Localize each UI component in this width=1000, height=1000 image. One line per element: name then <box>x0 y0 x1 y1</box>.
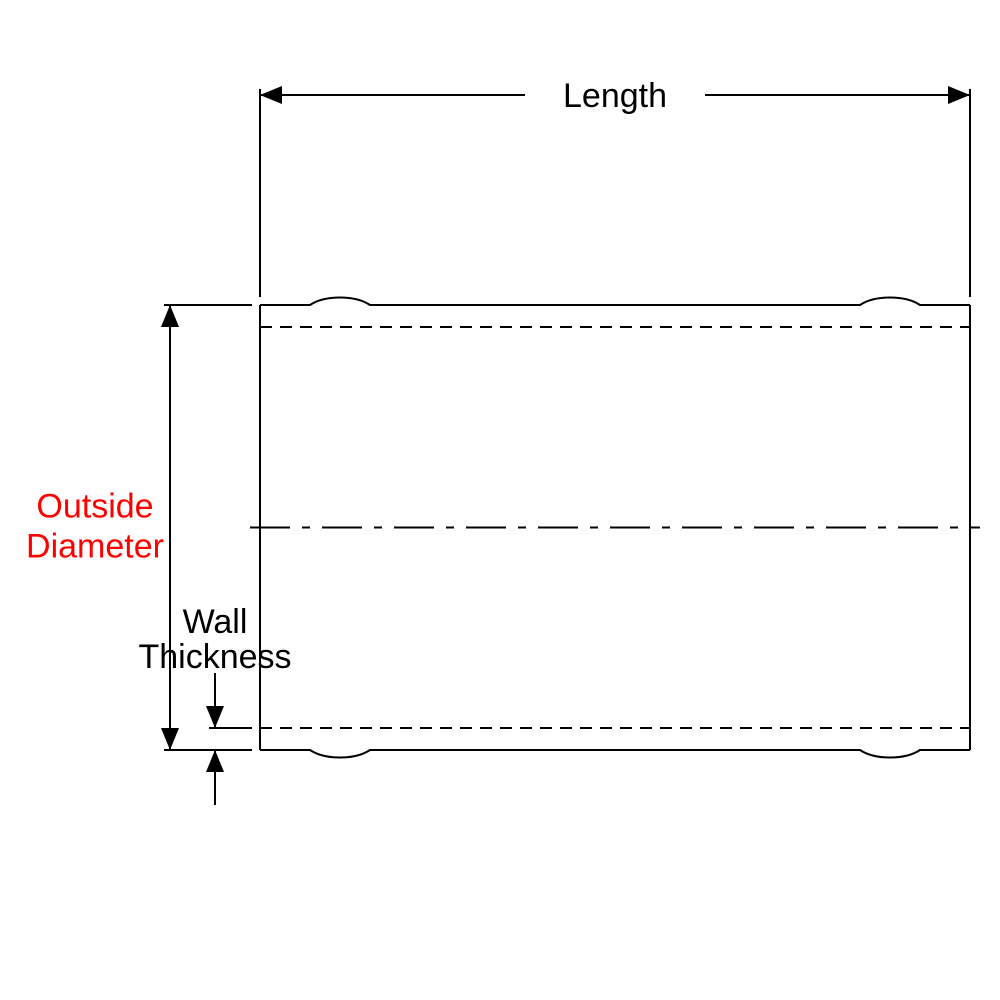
tube-dimension-diagram: Length OutsideDiameter WallThickness <box>0 0 1000 1000</box>
arrowhead <box>206 750 224 772</box>
arrowhead <box>260 86 282 104</box>
tube-outer-bottom <box>260 750 970 758</box>
arrowhead <box>161 305 179 327</box>
length-label: Length <box>563 77 667 115</box>
arrowhead <box>948 86 970 104</box>
arrowhead <box>161 728 179 750</box>
wall-thickness-label-1: Wall <box>183 603 248 641</box>
wall-thickness-label-2: Thickness <box>138 638 291 676</box>
arrowhead <box>206 706 224 728</box>
outside-diameter-label-1: Outside <box>36 488 153 526</box>
tube-outer-top <box>260 298 970 306</box>
outside-diameter-label-2: Diameter <box>26 528 164 566</box>
